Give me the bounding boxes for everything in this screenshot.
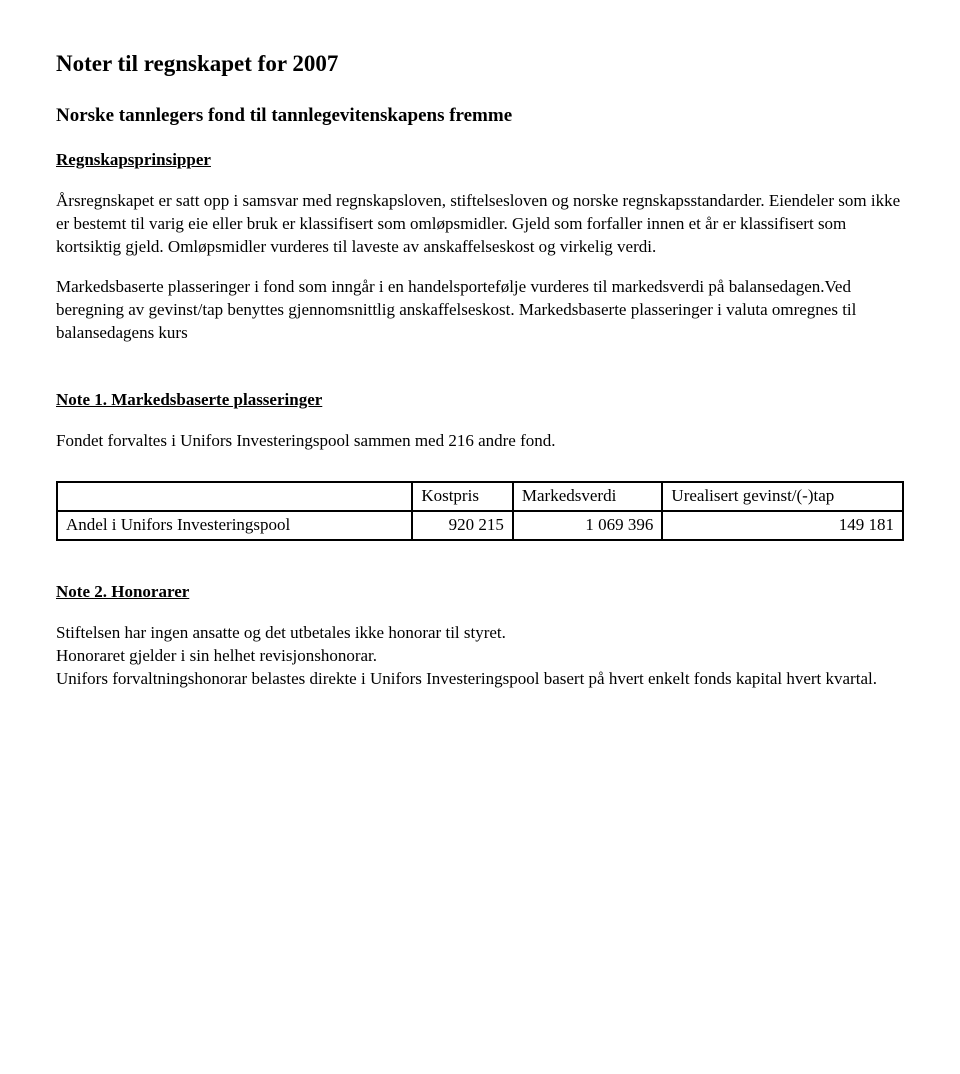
principles-heading: Regnskapsprinsipper (56, 149, 904, 172)
note1-heading: Note 1. Markedsbaserte plasseringer (56, 389, 904, 412)
note2-line1: Stiftelsen har ingen ansatte og det utbe… (56, 622, 904, 645)
note2-line2: Honoraret gjelder i sin helhet revisjons… (56, 645, 904, 668)
table-cell-label: Andel i Unifors Investeringspool (57, 511, 412, 540)
note2-heading: Note 2. Honorarer (56, 581, 904, 604)
paragraph-2: Markedsbaserte plasseringer i fond som i… (56, 276, 904, 345)
table-header-kostpris: Kostpris (412, 482, 513, 511)
document-title: Noter til regnskapet for 2007 (56, 48, 904, 79)
table-cell-markedsverdi: 1 069 396 (513, 511, 663, 540)
table-header-markedsverdi: Markedsverdi (513, 482, 663, 511)
document-subtitle: Norske tannlegers fond til tannlegeviten… (56, 103, 904, 129)
table-header-empty (57, 482, 412, 511)
table-header-urealisert: Urealisert gevinst/(-)tap (662, 482, 903, 511)
investments-table: Kostpris Markedsverdi Urealisert gevinst… (56, 481, 904, 541)
table-cell-kostpris: 920 215 (412, 511, 513, 540)
paragraph-1: Årsregnskapet er satt opp i samsvar med … (56, 190, 904, 259)
note2-line3: Unifors forvaltningshonorar belastes dir… (56, 668, 904, 691)
table-cell-urealisert: 149 181 (662, 511, 903, 540)
table-row: Andel i Unifors Investeringspool 920 215… (57, 511, 903, 540)
note1-text: Fondet forvaltes i Unifors Investeringsp… (56, 430, 904, 453)
table-header-row: Kostpris Markedsverdi Urealisert gevinst… (57, 482, 903, 511)
